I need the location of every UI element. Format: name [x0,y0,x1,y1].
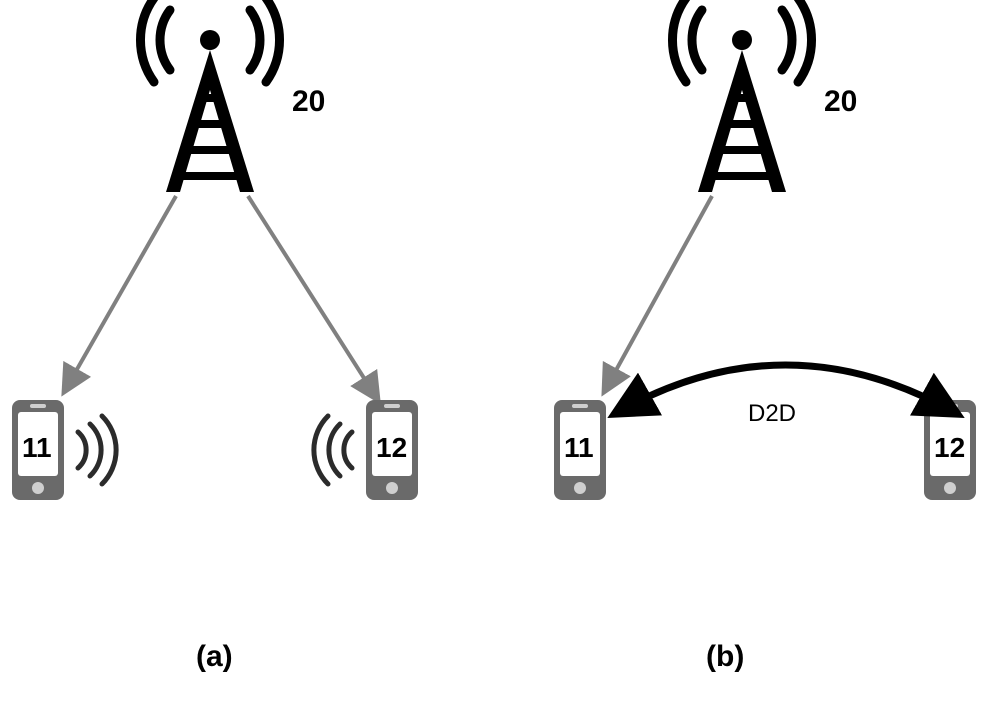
tower-a-label: 20 [292,85,325,119]
arrow-a-right [248,196,378,400]
device-b-right-label: 12 [934,432,965,464]
radio-arcs-icon [78,416,116,484]
tower-b-label: 20 [824,85,857,119]
radio-arcs-icon [314,416,352,484]
arrow-b-left [604,196,712,392]
device-b-left-label: 11 [564,432,594,464]
device-a-right-label: 12 [376,432,407,464]
panel-b-caption: (b) [706,640,744,674]
tower-icon [672,0,811,192]
panel-a-caption: (a) [196,640,233,674]
device-a-left-label: 11 [22,432,52,464]
diagram-canvas: 20 20 11 12 11 12 D2D (a) (b) [0,0,1000,704]
tower-icon [140,0,279,192]
panel-a [12,0,418,500]
d2d-label: D2D [748,400,796,428]
arrow-a-left [64,196,176,392]
